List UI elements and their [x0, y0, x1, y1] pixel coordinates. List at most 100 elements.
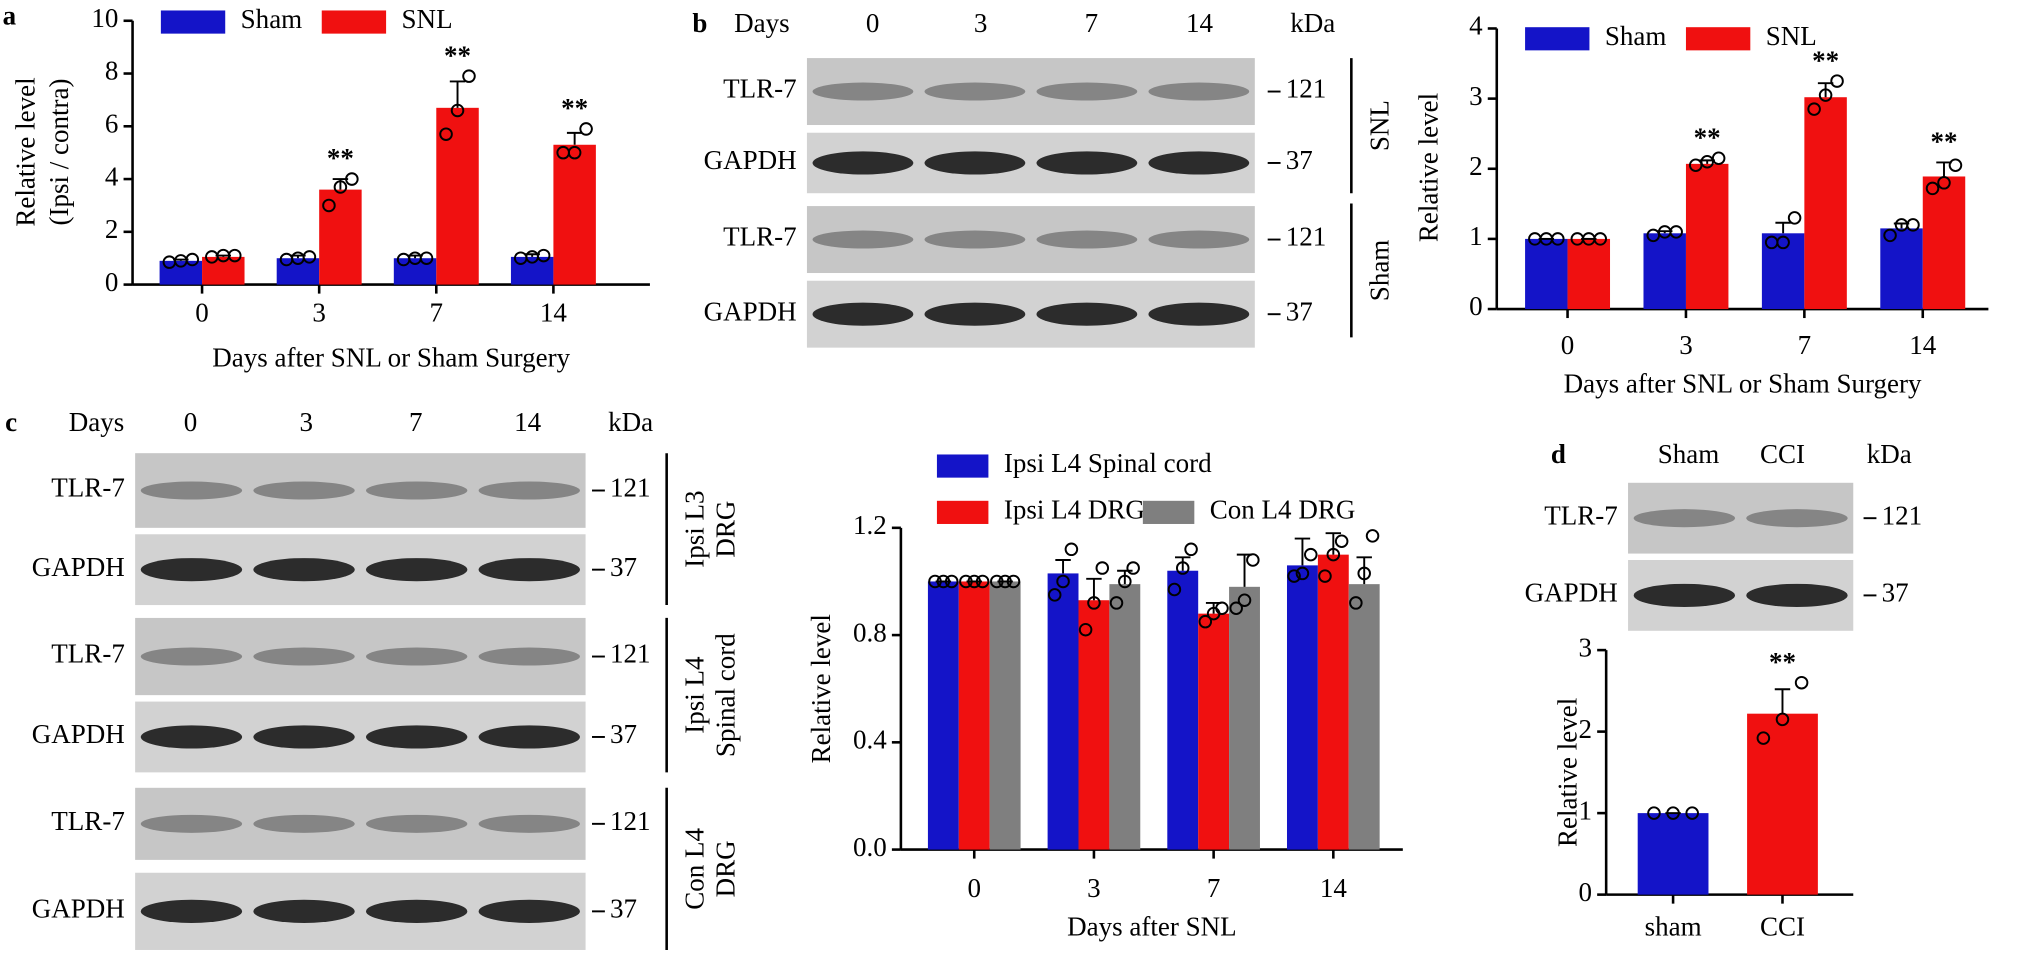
group-label: Con L4 — [680, 828, 710, 910]
y-tick-label: 4 — [105, 161, 119, 191]
bar — [1637, 813, 1709, 895]
y-axis-title: Relative level — [1552, 698, 1582, 847]
blot-band — [812, 82, 914, 101]
kda-marker: 121 — [1286, 74, 1327, 104]
y-tick-label: 10 — [91, 3, 118, 33]
blot-band — [140, 558, 243, 582]
data-point — [1126, 561, 1140, 575]
blot-header: 14 — [514, 407, 542, 437]
bar — [1525, 238, 1568, 310]
error-bar — [1175, 556, 1191, 571]
data-point — [1906, 218, 1920, 232]
blot-band — [1036, 302, 1138, 326]
blot-band — [478, 558, 580, 582]
bar — [1922, 176, 1966, 310]
row-label: GAPDH — [32, 552, 125, 582]
data-point — [536, 248, 551, 263]
legend-swatch — [1685, 27, 1751, 51]
blot-band — [478, 647, 580, 666]
blot-band — [1036, 230, 1138, 249]
group-label: DRG — [711, 501, 741, 558]
legend-swatch — [1525, 27, 1590, 51]
data-point — [462, 69, 476, 83]
blot-header: Days — [69, 407, 125, 437]
data-point — [1326, 547, 1341, 562]
significance: ** — [1694, 122, 1721, 152]
kda-marker: 37 — [610, 719, 637, 749]
bar — [989, 581, 1021, 850]
blot-band — [478, 814, 580, 833]
data-point — [959, 574, 973, 589]
significance: ** — [561, 93, 588, 123]
blot-band — [365, 647, 468, 666]
error-bar — [1325, 532, 1342, 555]
legend-swatch — [321, 10, 387, 34]
panel-label: a — [3, 0, 17, 30]
x-axis-title: Days after SNL or Sham Surgery — [1564, 368, 1922, 398]
y-axis-title: (Ipsi / contra) — [44, 79, 74, 226]
blot-band — [924, 302, 1026, 326]
y-tick-label: 6 — [105, 108, 119, 138]
data-point — [928, 574, 942, 589]
blot-band — [1746, 583, 1848, 607]
kda-marker: 121 — [1882, 500, 1923, 530]
legend-label: SNL — [402, 4, 453, 34]
y-tick-label: 2 — [105, 214, 119, 244]
group-label: Ipsi L4 — [680, 656, 710, 734]
blot-header: Days — [734, 8, 790, 38]
blot-band — [253, 558, 355, 582]
bar — [1567, 238, 1611, 310]
x-tick-label: 3 — [312, 298, 326, 328]
data-point — [1807, 102, 1821, 116]
data-point — [1925, 181, 1940, 196]
data-point — [998, 574, 1012, 589]
bar — [1348, 584, 1380, 850]
data-point — [1937, 176, 1951, 190]
blot-header: 0 — [184, 407, 198, 437]
bar — [1167, 570, 1199, 850]
data-point — [345, 172, 359, 186]
data-point — [1246, 553, 1260, 567]
data-point — [228, 248, 242, 263]
blot-band — [1148, 302, 1250, 326]
data-point — [967, 574, 982, 589]
blot-header: 3 — [300, 407, 314, 437]
significance: ** — [1769, 647, 1796, 677]
blot-band — [1746, 509, 1848, 528]
legend-label: Ipsi L4 DRG — [1004, 495, 1145, 525]
group-label: Sham — [1364, 240, 1394, 302]
y-tick-label: 4 — [1469, 11, 1483, 41]
blot-band — [478, 899, 580, 923]
y-tick-label: 2 — [1578, 714, 1592, 744]
data-point — [1304, 547, 1318, 562]
error-bar — [1294, 537, 1311, 566]
x-axis-title: Days after SNL or Sham Surgery — [212, 343, 570, 373]
kda-marker: 37 — [1286, 296, 1313, 326]
blot-band — [1148, 82, 1250, 101]
data-point — [1175, 561, 1190, 575]
bar — [1198, 613, 1230, 850]
significance: ** — [1930, 127, 1957, 157]
data-point — [1669, 225, 1683, 239]
blot-header: 7 — [1085, 8, 1099, 38]
row-label: TLR-7 — [723, 74, 797, 104]
data-point — [1666, 806, 1680, 820]
blot-band — [365, 558, 468, 582]
bar — [1685, 163, 1729, 310]
blot-band — [365, 814, 468, 833]
blot-band — [1633, 583, 1736, 607]
bar — [159, 260, 203, 285]
data-point — [1056, 574, 1070, 589]
y-tick-label: 0.8 — [853, 617, 887, 647]
row-label: TLR-7 — [51, 639, 125, 669]
data-point — [579, 122, 593, 136]
data-point — [975, 574, 990, 589]
data-point — [1349, 596, 1363, 610]
data-point — [1229, 601, 1243, 616]
bar — [1747, 713, 1818, 895]
y-axis-title: Relative level — [806, 614, 836, 763]
y-axis-title: Relative level — [11, 77, 41, 226]
data-point — [1184, 542, 1198, 557]
blot-band — [924, 230, 1026, 249]
row-label: TLR-7 — [51, 473, 125, 503]
